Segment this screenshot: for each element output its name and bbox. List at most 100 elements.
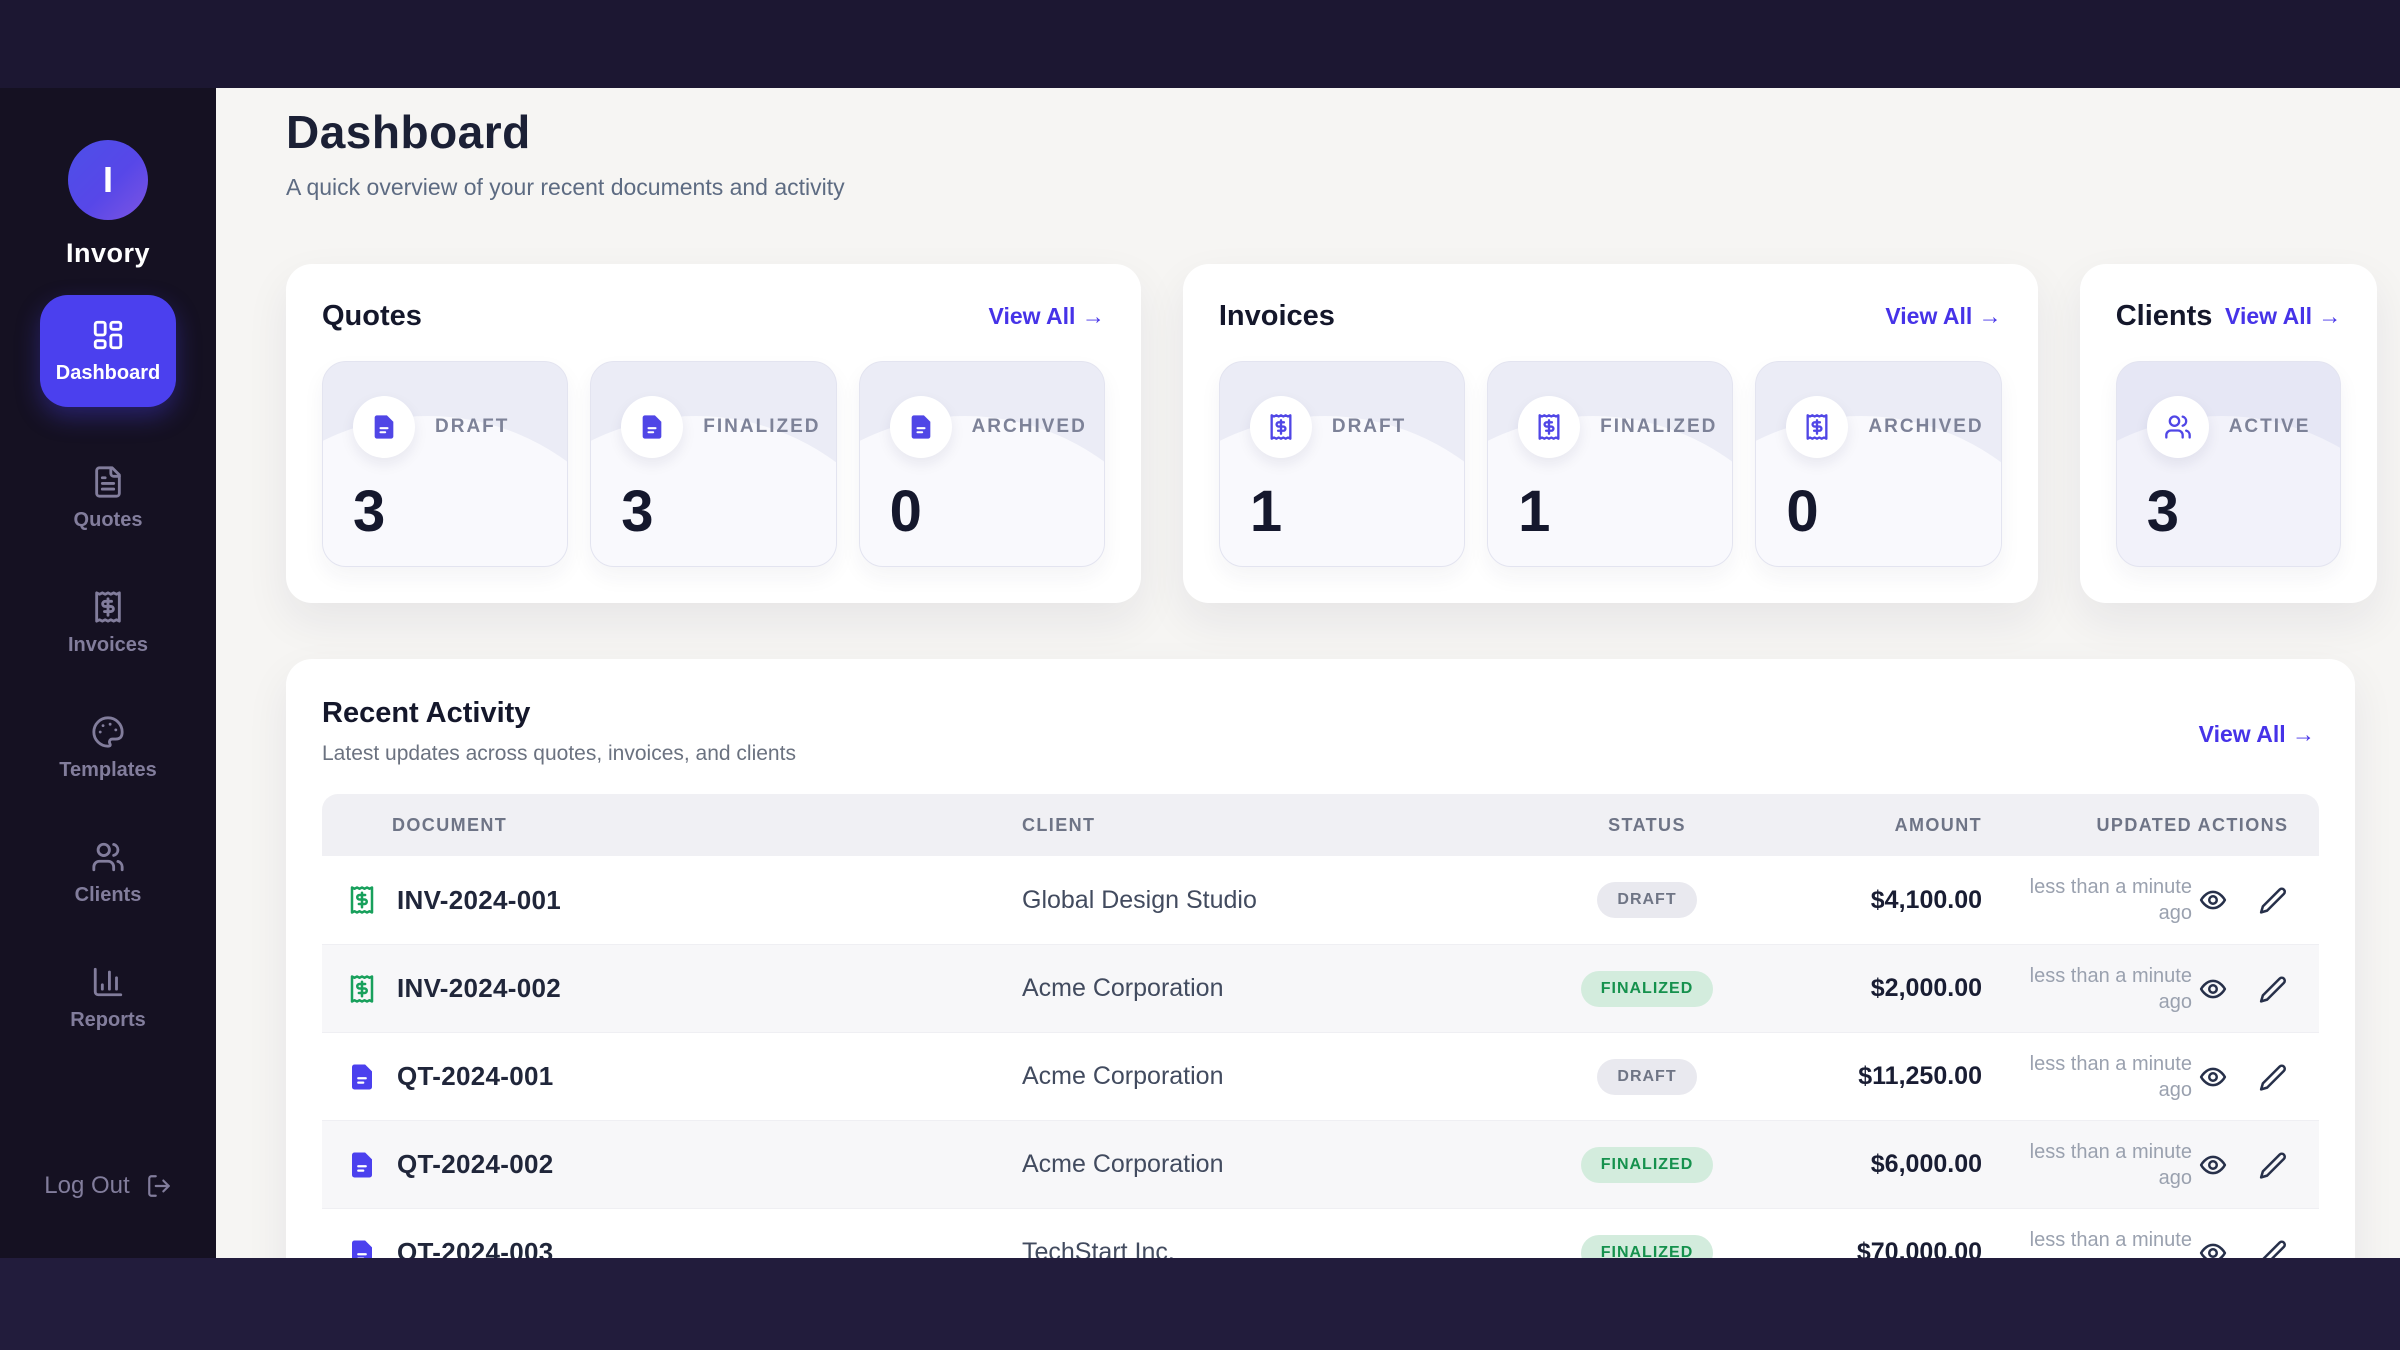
view-button[interactable] [2196,883,2230,917]
file-text-icon [350,1150,374,1179]
receipt-icon [1249,396,1312,458]
stat-value: 3 [621,479,654,544]
amount: $6,000.00 [1870,1150,1982,1178]
sidebar: I Invory Dashboard Quotes Invoices [0,88,216,1258]
receipt-icon [1518,396,1581,458]
main-content: Dashboard A quick overview of your recen… [216,88,2400,1258]
updated-time: less than a minute ago [2029,1228,2192,1259]
brand-name: Invory [65,238,151,268]
pencil-icon [2259,1151,2287,1179]
eye-icon [2199,1155,2227,1174]
table-row[interactable]: QT-2024-001 Acme Corporation DRAFT $11,2… [322,1032,2319,1120]
invoices-card: Invoices View All → DRAFT 1 [1182,264,2038,603]
sidebar-item-reports[interactable]: Reports [70,965,146,1032]
log-out-icon [147,1175,170,1197]
edit-button[interactable] [2256,1236,2290,1258]
stat-value: 0 [1786,479,1819,544]
sidebar-item-dashboard[interactable]: Dashboard [40,295,176,407]
recent-activity-subtitle: Latest updates across quotes, invoices, … [322,742,796,765]
file-text-icon [889,396,952,458]
view-button[interactable] [2196,1060,2230,1094]
eye-icon [2199,1243,2227,1258]
edit-button[interactable] [2256,1060,2290,1094]
amount: $11,250.00 [1858,1062,1982,1090]
updated-time: less than a minute ago [2029,1140,2192,1189]
invoices-finalized-tile: FINALIZED 1 [1487,361,1734,567]
view-button[interactable] [2196,1148,2230,1182]
page-title: Dashboard [286,106,531,158]
quotes-draft-tile: DRAFT 3 [322,361,569,567]
eye-icon [2199,890,2227,910]
activity-table: DOCUMENT CLIENT STATUS AMOUNT UPDATED AC… [322,794,2319,1258]
invoices-view-all-link[interactable]: View All → [1885,303,2002,329]
updated-time: less than a minute ago [2029,1052,2192,1101]
edit-button[interactable] [2256,1148,2290,1182]
client-name: TechStart Inc. [1022,1238,1175,1258]
status-badge: FINALIZED [1580,1146,1714,1183]
client-name: Global Design Studio [1022,885,1257,914]
eye-icon [2199,1067,2227,1086]
table-row[interactable]: QT-2024-003 TechStart Inc. FINALIZED $70… [322,1208,2319,1258]
stat-label: ARCHIVED [971,416,1087,437]
document-name: QT-2024-002 [397,1149,554,1179]
edit-button[interactable] [2256,972,2290,1006]
stat-label: FINALIZED [1600,416,1718,437]
clients-view-all-link[interactable]: View All → [2225,303,2342,329]
pencil-icon [2259,1063,2287,1091]
logout-label: Log Out [44,1172,130,1199]
sidebar-item-clients[interactable]: Clients [75,840,141,907]
pencil-icon [2259,887,2287,914]
column-header-client: CLIENT [1022,814,1096,835]
stat-value: 1 [1249,479,1283,544]
view-button[interactable] [2196,972,2230,1006]
layout-dashboard-icon [93,320,123,349]
receipt-icon [1786,396,1849,458]
updated-time: less than a minute ago [2029,964,2192,1013]
invoices-card-title: Invoices [1218,300,1335,332]
sidebar-item-label: Templates [59,759,157,781]
activity-table-header: DOCUMENT CLIENT STATUS AMOUNT UPDATED AC… [322,794,2319,856]
stat-label: ARCHIVED [1868,416,1984,437]
invoices-draft-tile: DRAFT 1 [1218,361,1466,567]
stat-label: ACTIVE [2228,416,2311,437]
edit-button[interactable] [2256,883,2290,917]
sidebar-item-templates[interactable]: Templates [59,715,157,782]
quotes-card-title: Quotes [322,300,422,332]
bottom-bar [0,1258,2400,1350]
stat-value: 0 [889,479,922,544]
client-name: Acme Corporation [1022,974,1224,1002]
file-text-icon [621,396,684,458]
table-row[interactable]: INV-2024-002 Acme Corporation FINALIZED … [322,944,2319,1032]
amount: $4,100.00 [1870,885,1982,914]
status-badge: DRAFT [1597,1058,1697,1095]
quotes-finalized-tile: FINALIZED 3 [590,361,837,567]
column-header-actions: ACTIONS [2197,814,2289,835]
activity-view-all-link[interactable]: View All → [2198,721,2315,747]
logout-button[interactable]: Log Out [44,1172,171,1200]
table-row[interactable]: QT-2024-002 Acme Corporation FINALIZED $… [322,1120,2319,1208]
file-text-icon [95,466,121,498]
status-badge: DRAFT [1597,882,1697,918]
client-name: Acme Corporation [1022,1062,1224,1090]
file-text-icon [350,1062,374,1091]
brand-logo: I [68,140,148,220]
stat-label: FINALIZED [703,416,821,437]
users-icon [92,842,124,872]
sidebar-item-invoices[interactable]: Invoices [68,590,148,657]
top-bar [0,0,2400,88]
sidebar-item-quotes[interactable]: Quotes [73,465,143,532]
recent-activity-title: Recent Activity [322,697,531,729]
quotes-view-all-link[interactable]: View All → [988,303,1105,329]
stat-label: DRAFT [1331,416,1407,437]
recent-activity-card: Recent Activity Latest updates across qu… [286,659,2355,1258]
table-row[interactable]: INV-2024-001 Global Design Studio DRAFT … [322,856,2319,944]
view-button[interactable] [2196,1236,2230,1258]
status-badge: FINALIZED [1580,970,1714,1007]
summary-cards-row: Quotes View All → DRAFT 3 [286,264,2378,603]
sidebar-item-label: Quotes [73,509,143,531]
brand-initial: I [102,159,113,200]
file-text-icon [353,396,415,458]
document-name: INV-2024-002 [397,973,562,1003]
invoices-archived-tile: ARCHIVED 0 [1755,361,2002,567]
